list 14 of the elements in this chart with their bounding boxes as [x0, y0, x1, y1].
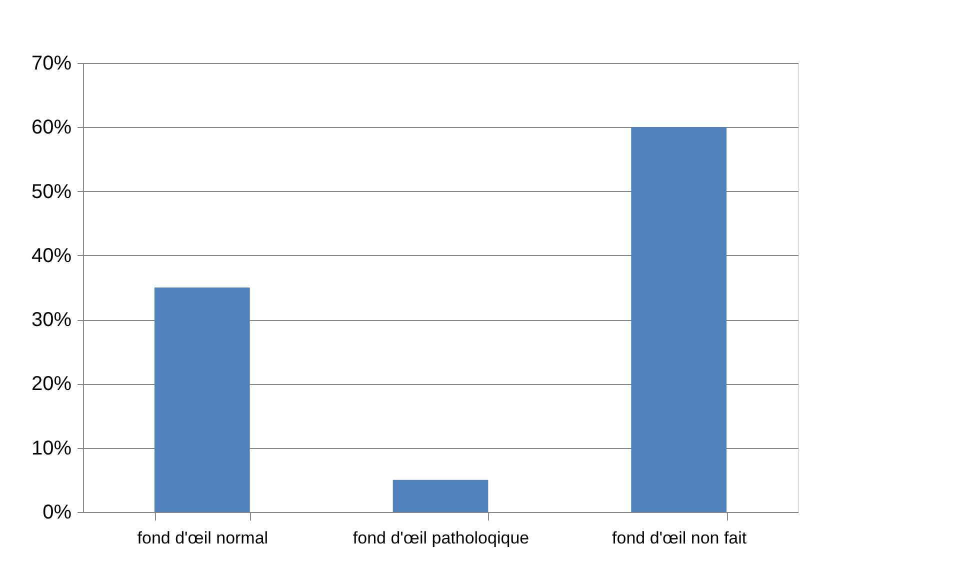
y-tick-label: 30%: [31, 309, 72, 332]
y-tick-label: 20%: [31, 373, 72, 396]
y-tick-label: 60%: [31, 116, 72, 139]
y-tick-label: 50%: [31, 180, 72, 203]
y-tick-label: 40%: [31, 244, 72, 267]
x-tick-label: fond d'œil normal: [137, 528, 268, 548]
y-tick-label: 10%: [31, 437, 72, 460]
bar: [154, 288, 250, 512]
x-tick-label: fond d'œil non fait: [612, 528, 747, 548]
x-tick-label: fond d'œil patholoqique: [352, 528, 530, 548]
y-tick-label: 0%: [42, 502, 72, 524]
bar: [392, 480, 488, 512]
bar: [631, 127, 726, 512]
y-tick-label: 70%: [31, 52, 72, 74]
